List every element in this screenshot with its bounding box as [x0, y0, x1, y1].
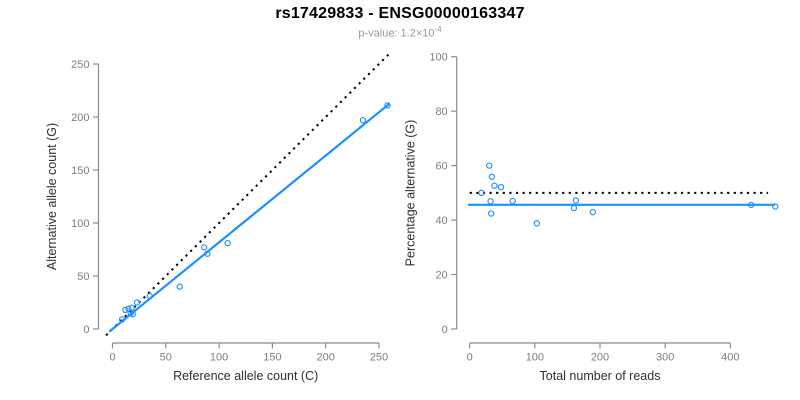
data-point: [572, 197, 580, 204]
y-tick-label: 80: [435, 106, 447, 118]
data-point: [384, 102, 391, 109]
y-tick-label: 0: [442, 324, 448, 336]
data-point: [747, 201, 755, 209]
x-tick-label: 400: [721, 352, 739, 364]
right-y-axis-title: Percentage alternative (G): [404, 120, 418, 267]
data-point: [488, 173, 496, 180]
data-point: [533, 220, 540, 227]
y-tick-label: 0: [83, 324, 89, 336]
y-tick-label: 50: [77, 271, 89, 283]
data-point: [176, 283, 183, 290]
data-point: [122, 306, 129, 314]
data-point: [201, 244, 208, 251]
left-x-axis: 0 50 100 150 200 250: [109, 342, 388, 364]
data-point: [570, 204, 578, 212]
data-point: [224, 239, 231, 247]
x-tick-label: 100: [210, 352, 228, 364]
y-tick-label: 200: [71, 112, 89, 124]
x-tick-label: 150: [263, 352, 281, 364]
y-tick-label: 150: [71, 165, 89, 177]
x-tick-label: 300: [656, 352, 674, 364]
data-point: [128, 304, 135, 311]
data-point: [146, 292, 153, 300]
right-panel: 0 20 40 60 80 100 0 100 200 300 400 Total number of…: [404, 52, 779, 383]
data-point: [497, 183, 505, 191]
data-point: [487, 198, 494, 205]
data-point: [509, 197, 516, 205]
y-tick-label: 20: [435, 269, 447, 281]
right-x-axis-title: Total number of reads: [540, 369, 661, 383]
data-point: [129, 310, 136, 318]
data-point: [133, 299, 141, 306]
y-tick-label: 250: [71, 59, 89, 71]
x-tick-label: 250: [370, 352, 388, 364]
left-y-axis: 0 50 100 150 200 250: [71, 59, 100, 336]
data-point: [491, 182, 498, 189]
left-panel: 0 50 100 150 200 250 0 50 100 150 200 250 Reference …: [45, 53, 392, 383]
pvalue-exponent: -4: [434, 25, 442, 34]
data-point: [118, 316, 126, 323]
y-tick-label: 100: [429, 52, 447, 64]
data-point: [359, 117, 367, 124]
data-point: [488, 210, 495, 217]
figure-subtitle: p-value: 1.2×10-4: [0, 25, 800, 40]
y-tick-label: 100: [71, 218, 89, 230]
x-tick-label: 200: [591, 352, 609, 364]
y-tick-label: 60: [435, 160, 447, 172]
data-point: [589, 209, 597, 216]
y-tick-label: 40: [435, 215, 447, 227]
x-tick-label: 50: [160, 352, 172, 364]
left-points: [118, 102, 391, 323]
x-tick-label: 200: [317, 352, 335, 364]
x-tick-label: 0: [109, 352, 115, 364]
data-point: [204, 250, 211, 257]
right-y-axis: 0 20 40 60 80 100: [429, 52, 458, 336]
regression-line: [108, 103, 390, 333]
right-x-axis: 0 100 200 300 400: [467, 342, 739, 364]
data-point: [772, 203, 779, 210]
x-tick-label: 100: [526, 352, 544, 364]
data-point: [478, 189, 485, 197]
right-points: [478, 162, 779, 227]
left-y-axis-title: Alternative allele count (G): [45, 123, 59, 270]
identity-line: [105, 53, 392, 337]
data-point: [486, 162, 493, 169]
figure-title: rs17429833 - ENSG00000163347: [275, 5, 525, 22]
x-tick-label: 0: [467, 352, 473, 364]
pvalue-text: p-value: 1.2×10: [358, 27, 435, 40]
left-x-axis-title: Reference allele count (C): [173, 369, 318, 383]
